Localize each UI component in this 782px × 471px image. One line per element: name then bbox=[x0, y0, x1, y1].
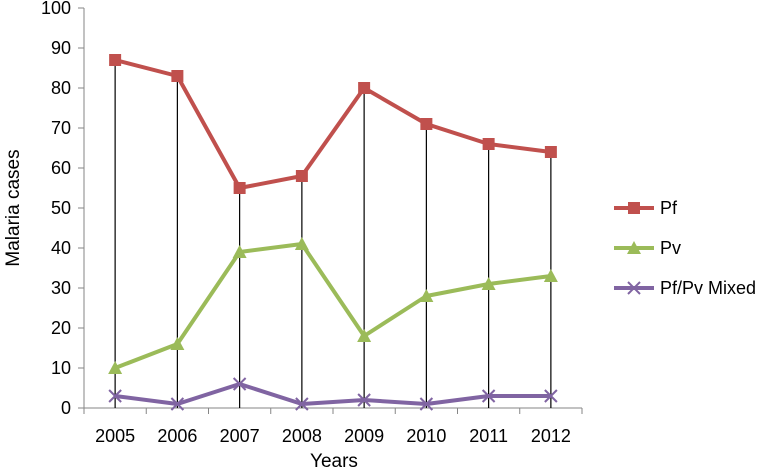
x-tick-label: 2007 bbox=[220, 426, 260, 446]
legend: Pf Pv Pf/Pv Mixed bbox=[614, 198, 756, 298]
x-axis-title: Years bbox=[310, 451, 358, 471]
series-line-pf bbox=[114, 58, 552, 190]
y-tick-labels: 0 10 20 30 40 50 60 70 80 90 100 bbox=[41, 0, 71, 418]
y-tick-label: 100 bbox=[41, 0, 71, 18]
legend-item-pv: Pv bbox=[614, 238, 681, 258]
data-point-pf bbox=[295, 170, 308, 182]
series-group bbox=[108, 54, 558, 411]
y-tick-label: 40 bbox=[51, 238, 71, 258]
x-tick-label: 2008 bbox=[282, 426, 322, 446]
y-tick-label: 90 bbox=[51, 38, 71, 58]
series-line-pv bbox=[114, 242, 552, 370]
data-point-pf bbox=[233, 182, 246, 194]
legend-marker bbox=[627, 241, 641, 254]
drop-lines bbox=[114, 60, 552, 408]
legend-label: Pf bbox=[660, 198, 678, 218]
x-tick-label: 2009 bbox=[344, 426, 384, 446]
data-point-pf bbox=[482, 138, 495, 150]
legend-marker bbox=[628, 202, 640, 214]
chart-axes bbox=[78, 7, 583, 414]
data-point-pf bbox=[420, 118, 433, 130]
y-tick-label: 70 bbox=[51, 118, 71, 138]
data-point-pv bbox=[170, 337, 185, 350]
series-pf bbox=[109, 54, 557, 194]
data-point-pf-pv-mixed bbox=[232, 377, 247, 391]
y-tick-label: 10 bbox=[51, 358, 71, 378]
y-axis-title: Malaria cases bbox=[3, 149, 24, 266]
y-tick-label: 20 bbox=[51, 318, 71, 338]
data-point-pv bbox=[481, 277, 496, 290]
legend-marker bbox=[627, 281, 641, 295]
data-point-pf-pv-mixed bbox=[295, 397, 309, 411]
data-point-pf-pv-mixed bbox=[108, 389, 122, 403]
x-tick-label: 2005 bbox=[95, 426, 135, 446]
x-tick-label: 2006 bbox=[157, 426, 197, 446]
y-tick-label: 0 bbox=[61, 398, 71, 418]
legend-item-pf-pv-mixed: Pf/Pv Mixed bbox=[614, 278, 756, 298]
data-point-pv bbox=[357, 329, 372, 342]
series-pf-pv-mixed bbox=[108, 377, 558, 411]
legend-item-pf: Pf bbox=[614, 198, 678, 218]
series-line-pf-pv-mixed bbox=[114, 382, 551, 406]
data-point-pv bbox=[108, 361, 123, 374]
data-point-pv bbox=[543, 269, 558, 282]
data-point-pv bbox=[232, 245, 247, 258]
data-point-pf-pv-mixed bbox=[170, 397, 185, 411]
data-point-pf-pv-mixed bbox=[544, 389, 558, 403]
y-tick-label: 60 bbox=[51, 158, 71, 178]
x-tick-label: 2011 bbox=[469, 426, 508, 446]
data-point-pf-pv-mixed bbox=[481, 389, 496, 403]
x-tick-labels: 2005 2006 2007 2008 2009 2010 2011 2012 bbox=[95, 426, 571, 446]
data-point-pv bbox=[419, 289, 434, 302]
data-point-pv bbox=[294, 237, 309, 250]
data-point-pf-pv-mixed bbox=[419, 397, 434, 411]
x-tick-label: 2012 bbox=[531, 426, 571, 446]
y-tick-label: 50 bbox=[51, 198, 71, 218]
data-point-pf bbox=[358, 82, 371, 94]
data-point-pf bbox=[109, 54, 122, 66]
series-pv bbox=[108, 237, 558, 374]
y-tick-label: 80 bbox=[51, 78, 71, 98]
legend-label: Pf/Pv Mixed bbox=[660, 278, 756, 298]
data-point-pf bbox=[171, 70, 184, 82]
legend-label: Pv bbox=[660, 238, 681, 258]
data-point-pf-pv-mixed bbox=[357, 393, 371, 407]
y-tick-label: 30 bbox=[51, 278, 71, 298]
x-tick-label: 2010 bbox=[406, 426, 446, 446]
data-point-pf bbox=[544, 146, 557, 158]
